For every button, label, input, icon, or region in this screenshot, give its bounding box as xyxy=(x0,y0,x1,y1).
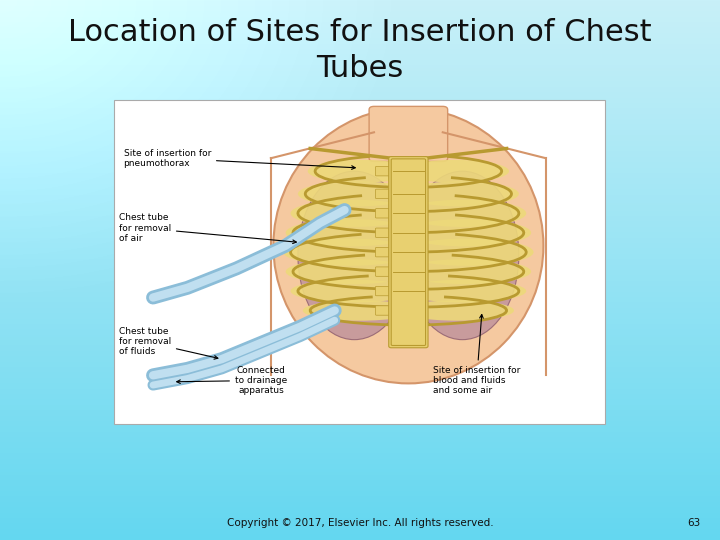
FancyBboxPatch shape xyxy=(408,267,428,276)
Ellipse shape xyxy=(401,200,526,227)
Ellipse shape xyxy=(401,300,514,321)
FancyBboxPatch shape xyxy=(376,306,395,315)
FancyBboxPatch shape xyxy=(376,247,395,257)
Ellipse shape xyxy=(283,239,415,266)
FancyBboxPatch shape xyxy=(408,208,428,218)
Ellipse shape xyxy=(401,259,531,284)
Ellipse shape xyxy=(401,280,526,302)
Ellipse shape xyxy=(303,300,415,321)
FancyBboxPatch shape xyxy=(408,306,428,315)
FancyBboxPatch shape xyxy=(369,106,448,161)
Ellipse shape xyxy=(274,108,544,383)
FancyBboxPatch shape xyxy=(408,166,428,176)
FancyBboxPatch shape xyxy=(408,247,428,257)
FancyBboxPatch shape xyxy=(408,286,428,296)
FancyBboxPatch shape xyxy=(391,159,426,346)
Ellipse shape xyxy=(286,219,415,246)
Ellipse shape xyxy=(401,239,534,266)
Ellipse shape xyxy=(401,219,531,246)
FancyBboxPatch shape xyxy=(376,228,395,238)
Ellipse shape xyxy=(286,259,415,284)
Text: 63: 63 xyxy=(687,518,700,528)
Ellipse shape xyxy=(298,181,415,206)
Ellipse shape xyxy=(401,181,519,206)
FancyBboxPatch shape xyxy=(408,189,428,199)
Ellipse shape xyxy=(307,160,415,183)
Ellipse shape xyxy=(406,171,519,340)
FancyBboxPatch shape xyxy=(376,189,395,199)
FancyBboxPatch shape xyxy=(376,267,395,276)
Ellipse shape xyxy=(298,171,411,340)
Ellipse shape xyxy=(291,200,415,227)
Ellipse shape xyxy=(291,280,415,302)
Ellipse shape xyxy=(401,160,509,183)
FancyBboxPatch shape xyxy=(376,208,395,218)
Bar xyxy=(114,100,605,424)
Text: Connected
to drainage
apparatus: Connected to drainage apparatus xyxy=(176,366,287,395)
Text: Location of Sites for Insertion of Chest
Tubes: Location of Sites for Insertion of Chest… xyxy=(68,18,652,83)
Text: Copyright © 2017, Elsevier Inc. All rights reserved.: Copyright © 2017, Elsevier Inc. All righ… xyxy=(227,518,493,528)
FancyBboxPatch shape xyxy=(376,166,395,176)
FancyBboxPatch shape xyxy=(408,228,428,238)
Text: Site of insertion for
blood and fluids
and some air: Site of insertion for blood and fluids a… xyxy=(433,314,521,395)
FancyBboxPatch shape xyxy=(376,286,395,296)
Text: Chest tube
for removal
of air: Chest tube for removal of air xyxy=(119,213,297,244)
Text: Chest tube
for removal
of fluids: Chest tube for removal of fluids xyxy=(119,327,218,359)
Text: Site of insertion for
pneumothorax: Site of insertion for pneumothorax xyxy=(124,148,355,170)
FancyBboxPatch shape xyxy=(389,157,428,348)
